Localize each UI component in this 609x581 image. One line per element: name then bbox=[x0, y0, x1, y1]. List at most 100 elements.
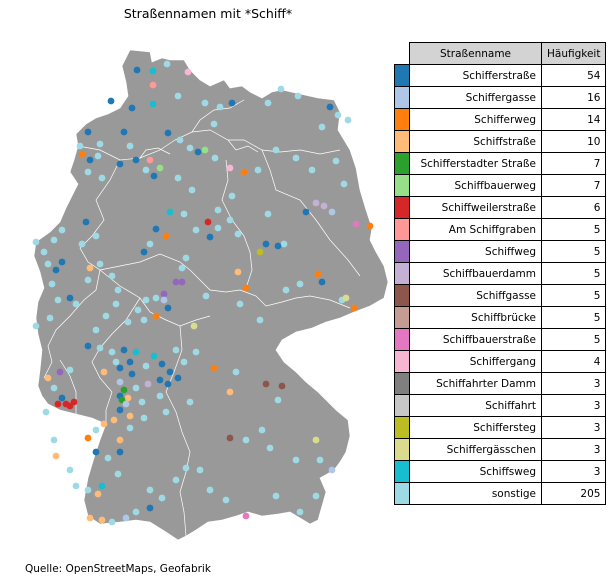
street-point bbox=[152, 312, 160, 320]
legend-color-swatch bbox=[394, 416, 410, 439]
street-point bbox=[94, 152, 102, 160]
street-point bbox=[156, 164, 164, 172]
street-point bbox=[278, 382, 286, 390]
street-point bbox=[211, 154, 219, 162]
street-point bbox=[32, 322, 40, 330]
street-point bbox=[96, 344, 104, 352]
street-point bbox=[186, 398, 194, 406]
street-point bbox=[312, 436, 320, 444]
street-point bbox=[96, 140, 104, 148]
street-point bbox=[202, 292, 210, 300]
street-point bbox=[234, 230, 242, 238]
street-point bbox=[98, 516, 106, 524]
street-point bbox=[92, 232, 100, 240]
legend-street-name: Schiffgasse bbox=[409, 284, 542, 307]
street-point bbox=[172, 346, 180, 354]
street-point bbox=[146, 486, 154, 494]
legend-row: Schifferstraße 54 bbox=[394, 64, 607, 87]
street-point bbox=[264, 210, 272, 218]
street-point bbox=[226, 434, 234, 442]
legend-row: Schiffbauerweg 7 bbox=[394, 174, 607, 197]
legend-row: Schiffergässchen 3 bbox=[394, 438, 607, 461]
street-point bbox=[116, 436, 124, 444]
legend-color-swatch bbox=[394, 482, 410, 505]
legend-street-count: 6 bbox=[540, 196, 607, 219]
legend-street-count: 7 bbox=[540, 152, 607, 175]
street-point bbox=[240, 168, 248, 176]
street-point bbox=[146, 504, 154, 512]
street-point bbox=[222, 496, 230, 504]
street-point bbox=[116, 406, 124, 414]
street-point bbox=[192, 226, 200, 234]
street-point bbox=[66, 294, 74, 302]
street-point bbox=[122, 400, 130, 408]
street-point bbox=[172, 476, 180, 484]
street-point bbox=[142, 296, 150, 304]
legend-street-name: Schifferstadter Straße bbox=[409, 152, 542, 175]
legend-color-swatch bbox=[394, 262, 410, 285]
street-point bbox=[42, 408, 50, 416]
street-point bbox=[318, 123, 326, 131]
legend-row: sonstige 205 bbox=[394, 482, 607, 505]
legend-color-swatch bbox=[394, 350, 410, 373]
street-point bbox=[124, 394, 132, 402]
street-point bbox=[78, 240, 86, 248]
street-point bbox=[96, 260, 104, 268]
street-point bbox=[232, 368, 240, 376]
street-point bbox=[242, 512, 250, 520]
street-point bbox=[242, 284, 250, 292]
street-point bbox=[132, 156, 140, 164]
street-point bbox=[120, 128, 128, 136]
legend-street-name: Schiffstraße bbox=[409, 130, 542, 153]
street-point bbox=[312, 492, 320, 500]
street-point bbox=[126, 424, 134, 432]
street-point bbox=[110, 416, 118, 424]
street-point bbox=[142, 362, 150, 370]
street-point bbox=[234, 268, 242, 276]
legend-street-count: 3 bbox=[540, 394, 607, 417]
street-point bbox=[272, 146, 280, 154]
legend-row: Schiffgasse 5 bbox=[394, 284, 607, 307]
street-point bbox=[166, 208, 174, 216]
street-point bbox=[76, 142, 84, 150]
legend-color-swatch bbox=[394, 372, 410, 395]
map-title: Straßennamen mit *Schiff* bbox=[123, 6, 293, 21]
legend-street-name: Schiffahrter Damm bbox=[409, 372, 542, 395]
legend-color-swatch bbox=[394, 86, 410, 109]
legend-row: Schiffahrter Damm 3 bbox=[394, 372, 607, 395]
street-point bbox=[296, 280, 304, 288]
street-point bbox=[132, 384, 140, 392]
street-point bbox=[274, 242, 282, 250]
street-point bbox=[132, 508, 140, 516]
street-point bbox=[176, 136, 184, 144]
street-point bbox=[146, 240, 154, 248]
street-point bbox=[128, 104, 136, 112]
street-point bbox=[162, 408, 170, 416]
street-point bbox=[214, 224, 222, 232]
street-point bbox=[52, 266, 60, 274]
legend-street-name: Schiffergang bbox=[409, 350, 542, 373]
street-point bbox=[58, 226, 66, 234]
legend-color-swatch bbox=[394, 64, 410, 87]
street-point bbox=[194, 148, 202, 156]
legend-street-name: Schiffbrücke bbox=[409, 306, 542, 329]
legend-street-name: Schiffbauerstraße bbox=[409, 328, 542, 351]
legend-color-swatch bbox=[394, 196, 410, 219]
street-point bbox=[54, 296, 62, 304]
street-point bbox=[366, 222, 374, 230]
street-point bbox=[201, 99, 209, 107]
street-point bbox=[156, 392, 164, 400]
street-point bbox=[262, 240, 270, 248]
street-point bbox=[144, 380, 152, 388]
street-point bbox=[350, 304, 358, 312]
street-point bbox=[192, 348, 200, 356]
street-point bbox=[142, 166, 150, 174]
street-point bbox=[92, 326, 100, 334]
street-point bbox=[98, 174, 106, 182]
street-point bbox=[216, 103, 224, 111]
street-point bbox=[112, 300, 120, 308]
legend-header-name: Straßenname bbox=[409, 42, 542, 65]
street-point bbox=[48, 280, 56, 288]
street-point bbox=[316, 456, 324, 464]
street-point bbox=[98, 482, 106, 490]
